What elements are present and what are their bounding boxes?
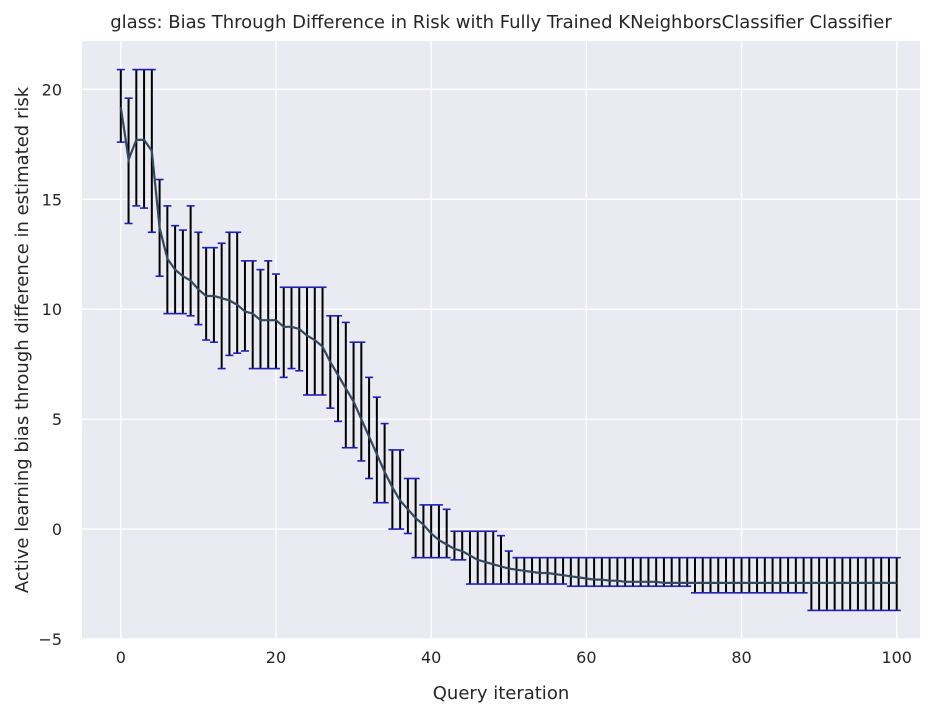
y-tick-label: 15	[42, 190, 62, 209]
x-axis-label: Query iteration	[433, 683, 569, 704]
chart-title: glass: Bias Through Difference in Risk w…	[110, 12, 892, 33]
x-tick-label: 100	[881, 648, 912, 667]
x-tick-label: 80	[731, 648, 751, 667]
y-axis-ticks: −5 0 5 10 15 20	[38, 80, 62, 649]
x-tick-label: 0	[116, 648, 126, 667]
x-tick-label: 20	[266, 648, 286, 667]
y-tick-label: 5	[52, 410, 62, 429]
x-tick-label: 40	[421, 648, 441, 667]
y-tick-label: 20	[42, 80, 62, 99]
y-axis-label: Active learning bias through difference …	[12, 86, 33, 593]
y-tick-label: 10	[42, 300, 62, 319]
y-tick-label: −5	[38, 630, 62, 649]
series-line	[119, 106, 897, 584]
y-tick-label: 0	[52, 520, 62, 539]
x-tick-label: 60	[576, 648, 596, 667]
x-axis-ticks: 0 20 40 60 80 100	[116, 648, 912, 667]
